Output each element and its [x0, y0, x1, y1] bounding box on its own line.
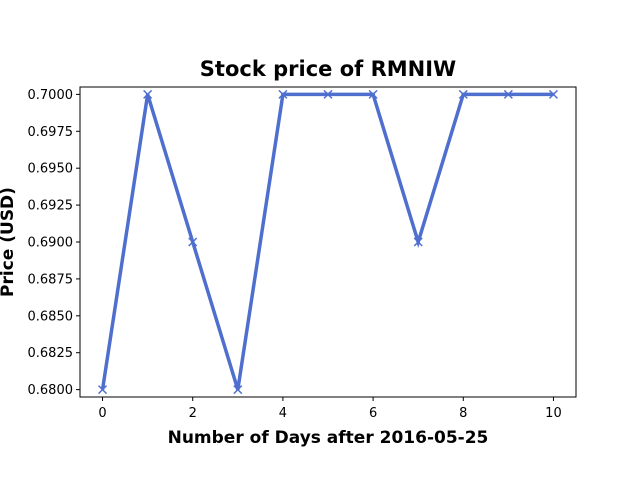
x-tick-label: 4: [279, 406, 287, 421]
plot-frame: [80, 87, 576, 397]
x-tick-label: 6: [369, 406, 377, 421]
y-tick-label: 0.6950: [28, 162, 74, 177]
y-axis-label: Price (USD): [0, 187, 18, 297]
x-tick-label: 10: [545, 406, 562, 421]
y-tick-label: 0.6875: [28, 272, 74, 287]
y-tick-label: 0.7000: [28, 88, 74, 103]
x-tick-label: 2: [189, 406, 197, 421]
y-tick-label: 0.6850: [28, 309, 74, 324]
x-axis: 0 2 4 6 8 10: [98, 397, 561, 421]
y-tick-label: 0.6800: [28, 383, 74, 398]
y-tick-label: 0.6900: [28, 236, 74, 251]
x-tick-label: 8: [459, 406, 467, 421]
x-axis-label: Number of Days after 2016-05-25: [168, 428, 489, 448]
y-tick-label: 0.6975: [28, 125, 74, 140]
x-tick-label: 0: [98, 406, 106, 421]
y-tick-label: 0.6925: [28, 199, 74, 214]
plot-area: [99, 90, 558, 393]
series-line: [103, 94, 554, 389]
chart-title: Stock price of RMNIW: [200, 57, 456, 81]
y-tick-label: 0.6825: [28, 346, 74, 361]
y-axis: 0.6800 0.6825 0.6850 0.6875 0.6900 0.6925 0.69…: [28, 88, 81, 398]
